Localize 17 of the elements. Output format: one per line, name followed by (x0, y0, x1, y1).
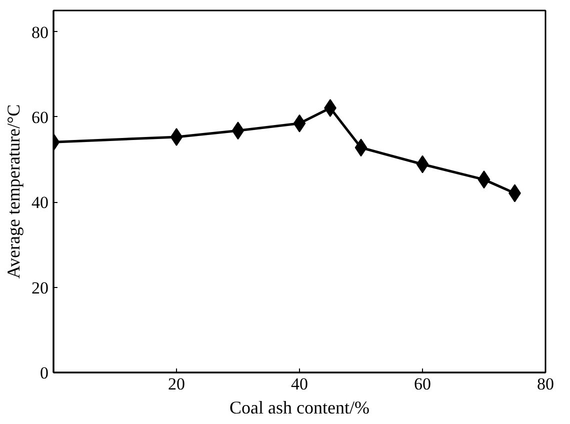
point (293, 114, 306, 132)
point (354, 138, 368, 157)
x-axis-title: Coal ash content/% (230, 398, 370, 418)
point (416, 155, 429, 174)
y-tick-label: 60 (32, 108, 48, 127)
x-tick-label: 20 (168, 374, 185, 394)
point (170, 128, 183, 146)
y-tick-label: 40 (32, 193, 48, 212)
y-tick-label: 20 (32, 278, 48, 298)
x-tick-label: 80 (537, 374, 554, 394)
y-axis-title: Average temperature/°C (4, 104, 24, 279)
point (478, 170, 490, 189)
point (232, 122, 244, 140)
y-tick-label: 80 (32, 22, 48, 42)
y-tick-label: 0 (40, 364, 48, 382)
x-tick-label: 40 (291, 374, 308, 394)
x-tick-label: 60 (414, 374, 431, 394)
